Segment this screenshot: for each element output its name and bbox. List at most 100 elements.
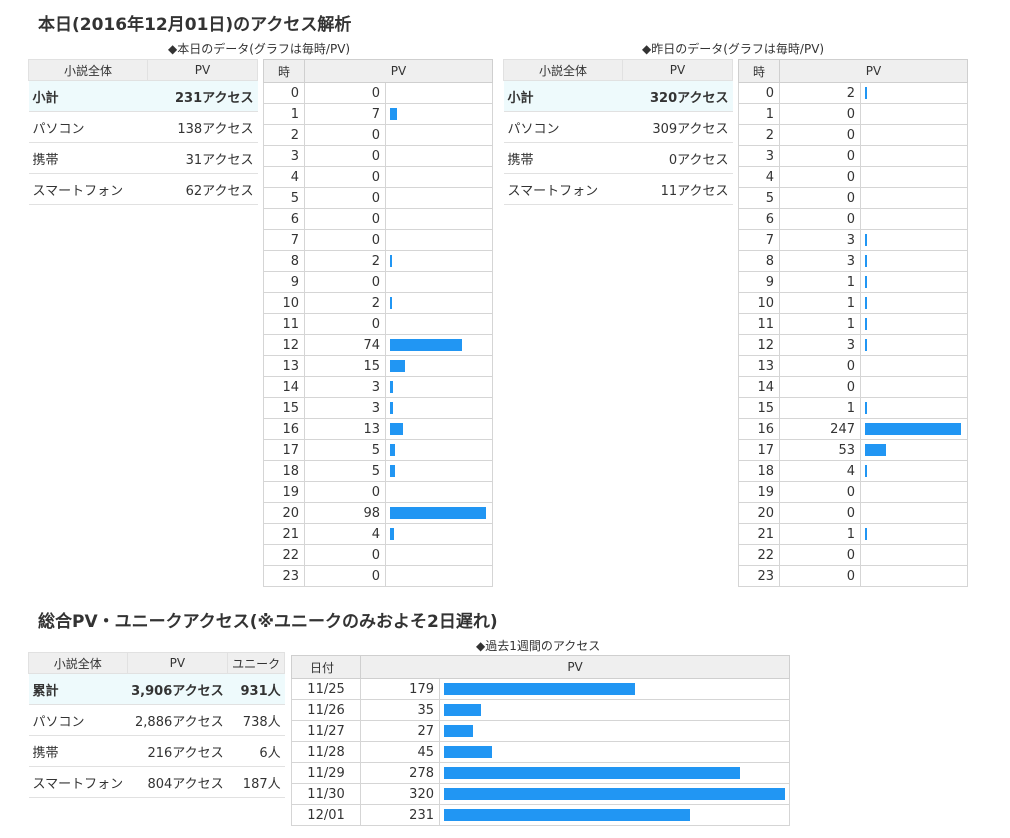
yesterday-summary-table: 小説全体 PV 小計 320アクセス パソコン 309アクセス 携帯 0アクセス… [503,59,733,205]
row-bar-cell [860,103,968,125]
row-label: 11/30 [290,783,362,805]
row-label: 17 [738,439,780,461]
summary-label: 携帯 [28,735,128,767]
table-row: 15 3 [263,397,493,419]
pv-bar [865,423,961,435]
summary-label: パソコン [28,111,148,143]
row-pv-value: 179 [360,678,440,700]
summary-header-novel: 小説全体 [28,59,148,81]
row-label: 9 [738,271,780,293]
row-pv-value: 3 [779,229,861,251]
pv-bar [390,528,394,540]
row-pv-value: 1 [779,271,861,293]
row-pv-value: 0 [304,271,386,293]
summary-row-smartphone: スマートフォン 11アクセス [503,173,733,205]
summary-unique: 6人 [227,735,285,767]
row-label: 23 [738,565,780,587]
summary-value: 11アクセス [622,173,733,205]
row-label: 9 [263,271,305,293]
row-bar-cell [385,565,493,587]
row-pv-value: 2 [304,250,386,272]
row-label: 22 [738,544,780,566]
summary-label: 小計 [28,80,148,112]
row-label: 15 [738,397,780,419]
row-pv-value: 53 [779,439,861,461]
table-row: 22 0 [738,544,968,566]
summary-header-unique: ユニーク [227,652,286,674]
pv-bar [865,465,867,477]
row-bar-cell [385,355,493,377]
row-bar-cell [385,334,493,356]
summary-row-smartphone: スマートフォン 62アクセス [28,173,258,205]
pv-bar [865,339,867,351]
row-pv-value: 0 [304,481,386,503]
row-bar-cell [439,762,790,784]
row-pv-value: 27 [360,720,440,742]
row-label: 11 [738,313,780,335]
yesterday-hourly-body: 0 2 1 0 2 0 3 0 4 0 5 0 6 0 7 3 8 3 9 1 10 1 11 1 12 3 13 0 14 0 15 1 16… [738,82,968,587]
row-bar-cell [385,187,493,209]
summary-pv: 2,886アクセス [127,704,228,736]
hourly-header-pv: PV [779,59,968,83]
summary-label: パソコン [503,111,623,143]
row-bar-cell [860,502,968,524]
row-label: 20 [263,502,305,524]
row-label: 16 [263,418,305,440]
row-label: 11/27 [290,720,362,742]
summary-header-pv: PV [622,59,733,81]
row-label: 11/25 [290,678,362,700]
summary-row-mobile: 携帯 31アクセス [28,142,258,174]
row-pv-value: 0 [779,145,861,167]
row-label: 7 [263,229,305,251]
table-row: 16 13 [263,418,493,440]
row-label: 4 [738,166,780,188]
summary-header-pv: PV [147,59,258,81]
pv-bar [444,788,785,800]
pv-bar [865,276,867,288]
row-bar-cell [860,334,968,356]
row-bar-cell [860,313,968,335]
row-bar-cell [439,804,790,826]
pv-bar [865,528,867,540]
row-pv-value: 0 [779,355,861,377]
row-pv-value: 35 [360,699,440,721]
summary-value: 31アクセス [147,142,258,174]
row-label: 3 [263,145,305,167]
pv-bar [444,809,690,821]
row-bar-cell [860,124,968,146]
summary-label: スマートフォン [503,173,623,205]
row-pv-value: 98 [304,502,386,524]
row-pv-value: 320 [360,783,440,805]
pv-bar [390,444,395,456]
row-bar-cell [385,103,493,125]
row-pv-value: 0 [779,103,861,125]
row-pv-value: 4 [779,460,861,482]
row-pv-value: 15 [304,355,386,377]
row-pv-value: 4 [304,523,386,545]
row-label: 19 [738,481,780,503]
row-label: 16 [738,418,780,440]
summary-value: 62アクセス [147,173,258,205]
row-pv-value: 0 [779,124,861,146]
row-label: 13 [263,355,305,377]
row-pv-value: 0 [304,166,386,188]
row-pv-value: 3 [304,397,386,419]
pv-bar [390,297,392,309]
table-row: 13 0 [738,355,968,377]
summary-row-subtotal: 小計 320アクセス [503,80,733,112]
row-bar-cell [860,166,968,188]
row-bar-cell [860,82,968,104]
today-title: 本日(2016年12月01日)のアクセス解析 [38,15,352,35]
row-label: 8 [263,250,305,272]
